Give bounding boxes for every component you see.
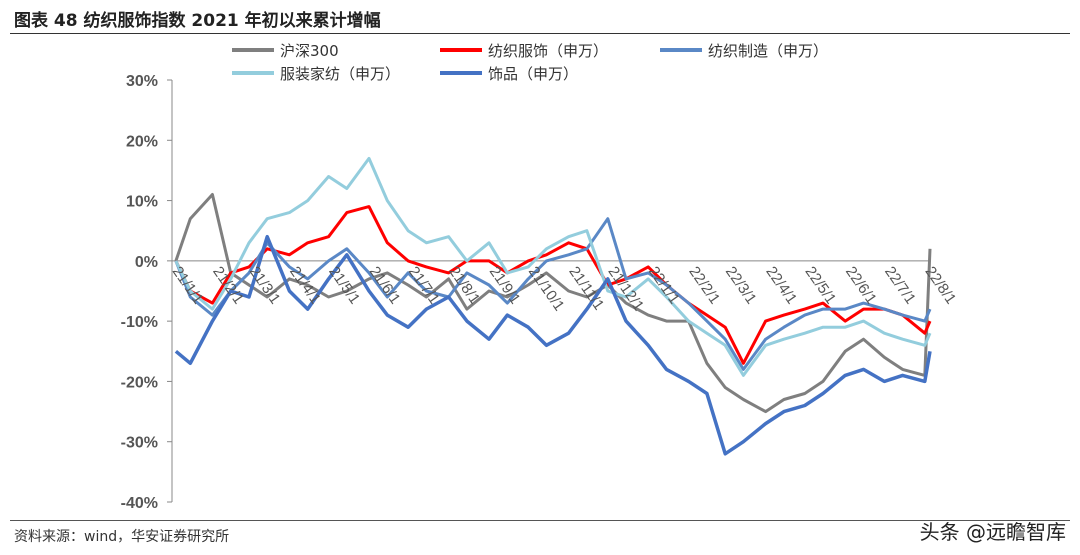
y-tick-label: -20% bbox=[121, 374, 158, 391]
x-tick-label: 21/10/1 bbox=[525, 263, 568, 314]
series-line-3 bbox=[174, 156, 932, 377]
x-tick-label: 22/2/1 bbox=[685, 263, 723, 307]
y-tick-label: -40% bbox=[121, 495, 158, 512]
y-tick-label: 10% bbox=[126, 194, 158, 211]
legend-label: 纺织服饰（申万） bbox=[488, 42, 608, 60]
y-tick-label: -10% bbox=[121, 314, 158, 331]
y-tick-label: 20% bbox=[126, 133, 158, 150]
x-tick-label: 22/4/1 bbox=[762, 263, 800, 307]
y-tick-label: 0% bbox=[135, 254, 158, 271]
series-line-0 bbox=[174, 193, 932, 414]
watermark: 头条 @远瞻智库 bbox=[919, 520, 1066, 544]
chart-title: 图表 48 纺织服饰指数 2021 年初以来累计增幅 bbox=[14, 11, 381, 31]
legend-label: 沪深300 bbox=[280, 42, 339, 60]
series-line-2 bbox=[174, 217, 932, 371]
y-tick-label: -30% bbox=[121, 435, 158, 452]
x-tick-label: 22/1/1 bbox=[645, 263, 683, 307]
footer-divider bbox=[10, 520, 1070, 521]
series-line-1 bbox=[174, 205, 932, 365]
x-tick-label: 21/1/1 bbox=[169, 263, 207, 307]
source-note: 资料来源：wind，华安证券研究所 bbox=[14, 529, 230, 545]
x-tick-label: 22/3/1 bbox=[722, 263, 760, 307]
x-tick-label: 22/7/1 bbox=[881, 263, 919, 307]
x-tick-label: 22/6/1 bbox=[842, 263, 880, 307]
legend-label: 饰品（申万） bbox=[488, 65, 578, 83]
series-line-4 bbox=[174, 234, 932, 456]
legend-label: 纺织制造（申万） bbox=[708, 42, 828, 60]
legend-label: 服装家纺（申万） bbox=[280, 65, 400, 83]
x-tick-label: 22/5/1 bbox=[801, 263, 839, 307]
title-divider bbox=[10, 33, 1070, 34]
y-tick-label: 30% bbox=[126, 73, 158, 90]
